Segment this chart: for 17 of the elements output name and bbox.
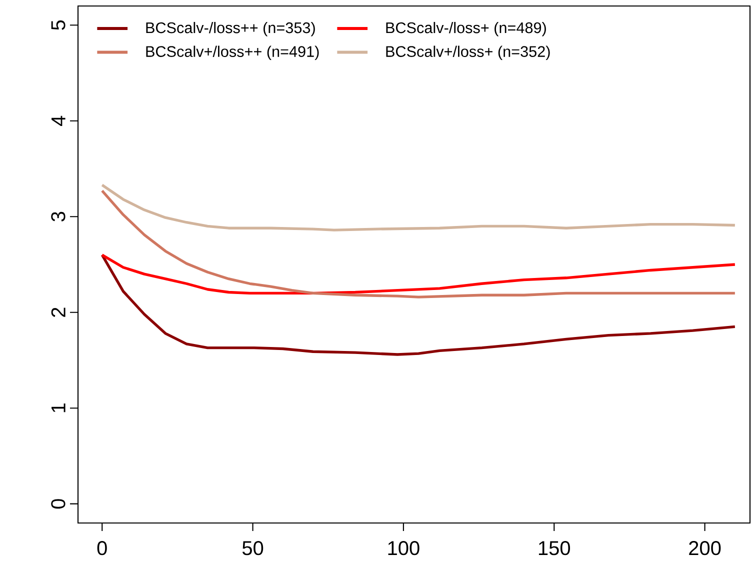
y-tick-label: 4	[52, 116, 66, 126]
y-tick-label: 2	[51, 308, 66, 317]
y-tick-label: 3	[51, 212, 66, 222]
x-tick-label: 0	[97, 541, 107, 556]
x-tick-label: 100	[388, 541, 420, 556]
legend-label: BCScalv+/loss+ (n=352)	[386, 46, 550, 60]
legend-label: BCScalv-/loss+ (n=489)	[386, 22, 546, 36]
y-tick-label: 1	[52, 404, 66, 412]
x-tick-label: 150	[538, 541, 570, 556]
x-tick-label: 200	[689, 541, 721, 556]
y-tick-label: 0	[51, 499, 66, 509]
x-tick-label: 50	[242, 541, 264, 556]
line-series	[100, 184, 736, 232]
legend-label: BCScalv-/loss++ (n=353)	[146, 22, 315, 36]
legend-label: BCScalv+/loss++ (n=491)	[146, 46, 319, 60]
y-tick-label: 5	[51, 20, 66, 30]
line-series	[100, 254, 736, 356]
